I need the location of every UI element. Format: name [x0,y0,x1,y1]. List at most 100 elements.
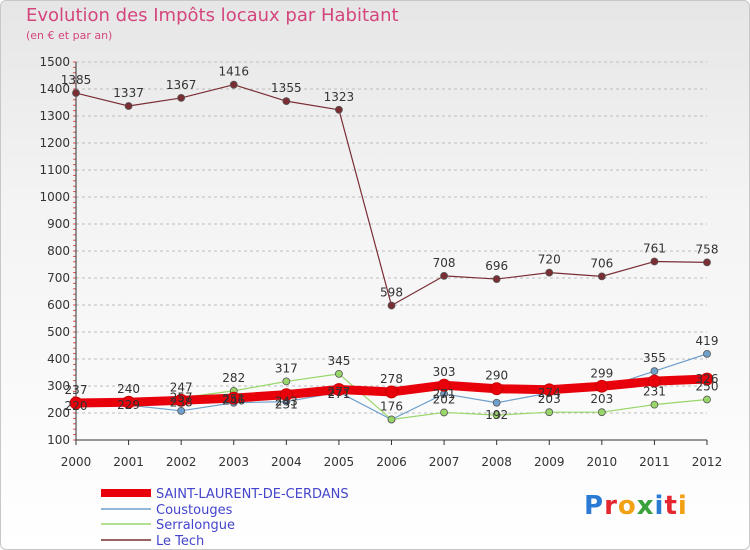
y-tick-label: 1000 [39,190,70,204]
data-label: 355 [643,351,666,365]
data-point [177,94,186,102]
brand-letter: i [654,491,665,521]
data-label: 345 [327,354,350,368]
legend-label: Serralongue [156,518,235,533]
y-tick-label: 300 [47,379,70,393]
data-point [282,377,291,386]
data-label: 240 [117,382,140,396]
data-label: 176 [380,399,403,413]
data-label: 203 [590,392,613,406]
data-label: 303 [433,365,456,379]
data-label: 282 [222,371,245,385]
data-label: 1367 [166,78,197,92]
y-tick-label: 200 [47,406,70,420]
x-tick-label: 2004 [271,455,302,469]
data-point [492,275,501,283]
data-point [440,271,448,280]
chart-subtitle: (en € et par an) [26,29,113,42]
data-point [650,400,659,409]
data-point [72,89,80,97]
data-label: 758 [696,242,719,256]
data-label: 720 [538,253,561,267]
data-label: 706 [590,256,613,270]
data-point [69,396,83,410]
data-label: 203 [538,392,561,406]
data-label: 220 [65,399,88,413]
data-point [700,372,714,386]
data-label: 192 [485,408,508,422]
data-label: 278 [380,372,403,386]
data-point [124,102,133,110]
x-tick-label: 2007 [429,455,460,469]
data-label: 231 [643,385,666,399]
data-point [229,80,238,89]
data-point [545,268,554,277]
chart-title: Evolution des Impôts locaux par Habitant [26,5,399,26]
data-point [227,391,241,405]
data-label: 708 [433,256,456,270]
brand-letter: r [604,491,618,521]
data-point [492,411,501,420]
data-point [597,408,606,417]
legend-label: SAINT-LAURENT-DE-CERDANS [156,487,349,502]
data-point [650,367,659,376]
brand-letter: i [677,491,688,521]
data-point [595,379,609,393]
data-point [122,395,135,409]
data-point [177,406,186,415]
x-tick-label: 2009 [534,455,565,469]
data-label: 598 [380,286,403,300]
data-label: 271 [327,387,350,401]
data-point [542,383,556,397]
y-tick-label: 1300 [39,109,70,123]
brand-logo: Proxiti [584,491,688,521]
data-point [385,385,398,399]
data-label: 1416 [218,65,249,79]
brand-letter: P [584,491,605,521]
data-label: 326 [696,372,719,386]
data-label: 274 [538,386,561,400]
data-label: 247 [170,380,193,394]
data-point [279,388,293,402]
x-tick-label: 2003 [218,455,249,469]
data-label: 299 [590,366,613,380]
data-label: 257 [170,391,193,405]
data-label: 246 [222,394,245,408]
y-tick-label: 900 [47,217,70,231]
data-point [703,349,711,358]
data-point [282,97,291,106]
data-point [492,398,501,407]
data-label: 1355 [271,81,302,95]
x-tick-label: 2000 [61,455,92,469]
data-point [332,383,346,396]
data-point [597,272,606,281]
data-point [703,258,711,267]
data-label: 317 [275,361,298,375]
data-point [490,382,504,396]
data-point [703,395,711,404]
x-tick-label: 2002 [166,455,197,469]
data-label: 290 [485,369,508,383]
data-point [335,105,343,114]
data-label: 243 [275,394,298,408]
brand-letter: x [636,491,655,521]
data-point [387,301,396,310]
x-tick-label: 2010 [587,455,618,469]
data-point [437,378,451,392]
data-label: 202 [433,392,456,406]
y-tick-label: 100 [47,433,70,447]
data-label: 238 [170,396,193,410]
data-point [387,415,396,424]
y-tick-label: 800 [47,244,70,258]
y-tick-label: 1400 [39,82,70,96]
data-label: 419 [696,334,719,348]
x-tick-label: 2006 [376,455,407,469]
data-label: 231 [275,398,298,412]
data-label: 696 [485,259,508,273]
data-label: 1385 [61,73,92,87]
data-label: 237 [65,383,88,397]
data-label: 271 [433,387,456,401]
data-label: 761 [643,242,666,256]
x-tick-label: 2008 [481,455,512,469]
